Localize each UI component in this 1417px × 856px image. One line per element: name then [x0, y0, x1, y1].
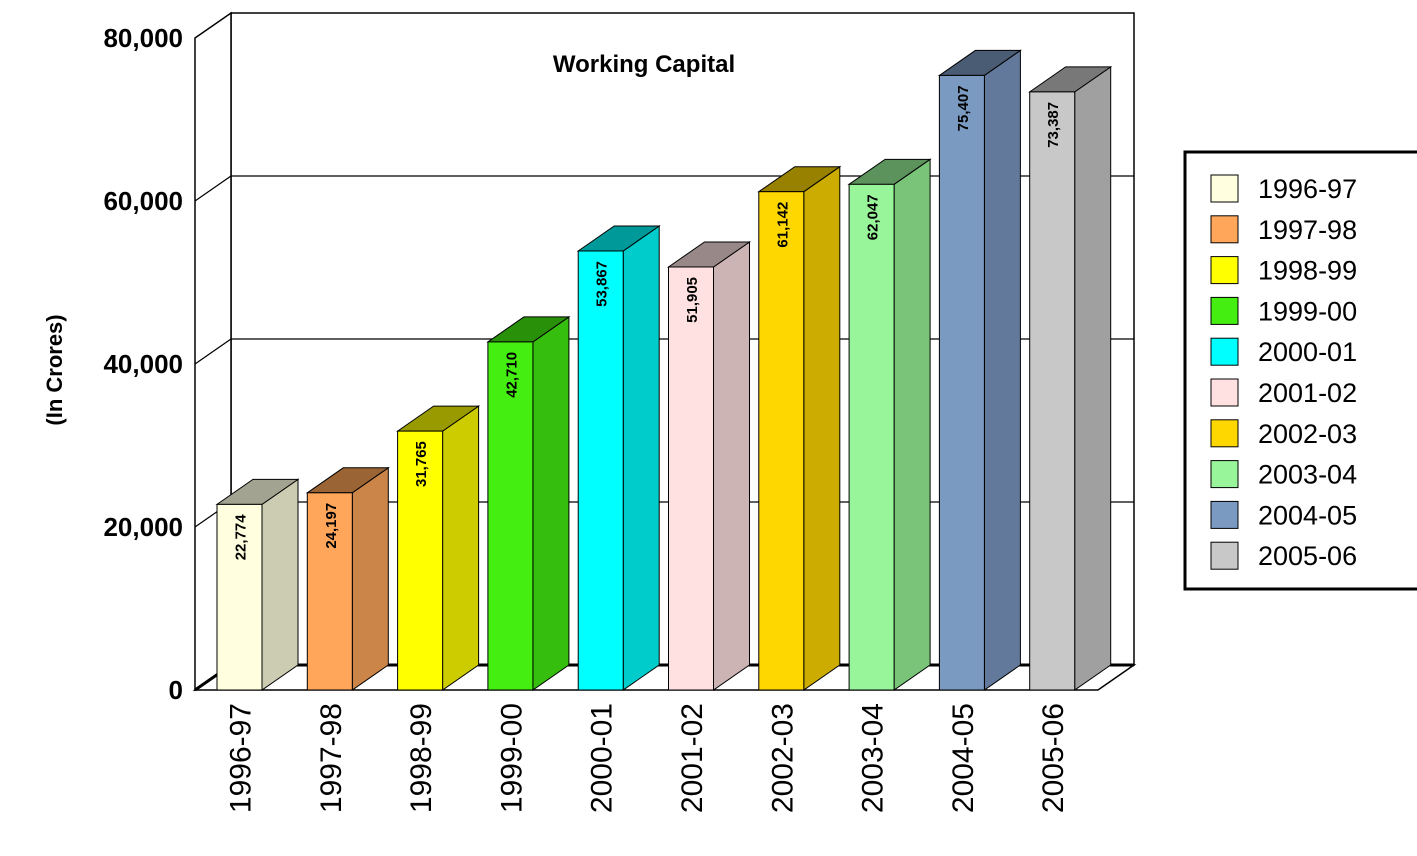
chart-title: Working Capital — [553, 51, 735, 78]
legend: 1996-97 1997-98 1998-99 1999-00 2000-01 2001-… — [1183, 150, 1417, 591]
legend-item: 2000-01 — [1210, 337, 1357, 367]
x-tick-label: 2003-04 — [857, 703, 890, 813]
y-tick-label: 60,000 — [103, 186, 183, 216]
bar-2005-06 — [1028, 65, 1113, 691]
legend-label: 2003-04 — [1258, 460, 1357, 490]
bar-1997-98 — [305, 466, 390, 691]
bar-side — [261, 478, 299, 691]
data-label: 42,710 — [503, 352, 520, 398]
y-tick-label: 40,000 — [103, 349, 183, 379]
bar-front — [397, 430, 444, 691]
y-tick-label: 80,000 — [103, 23, 183, 53]
legend-item: 2004-05 — [1210, 500, 1357, 530]
legend-swatch — [1210, 215, 1239, 244]
x-tick-label: 1999-00 — [495, 703, 528, 813]
legend-label: 1996-97 — [1258, 174, 1357, 204]
legend-label: 2000-01 — [1258, 337, 1357, 367]
y-axis-ticks: 0 20,000 40,000 60,000 80,000 — [103, 23, 183, 705]
legend-swatch — [1210, 378, 1239, 407]
bar-front — [938, 74, 985, 691]
bar-front — [1029, 91, 1076, 691]
x-tick-label: 1998-99 — [405, 703, 438, 813]
legend-label: 1998-99 — [1258, 256, 1357, 286]
legend-swatch — [1210, 500, 1239, 529]
legend-swatch — [1210, 337, 1239, 366]
bar-1998-99 — [396, 405, 481, 691]
bar-front — [487, 341, 534, 691]
data-label: 22,774 — [233, 514, 250, 561]
legend-item: 2002-03 — [1210, 419, 1357, 449]
x-axis-ticks: 1996-97 1997-98 1998-99 1999-00 2000-01 2001-… — [225, 703, 1071, 813]
x-tick-label: 2000-01 — [586, 703, 619, 813]
legend-label: 2001-02 — [1258, 378, 1357, 408]
legend-label: 2005-06 — [1258, 541, 1357, 571]
bar-side — [713, 241, 750, 691]
bar-side — [893, 158, 931, 691]
x-tick-label: 2005-06 — [1037, 703, 1070, 813]
bar-side — [532, 315, 570, 691]
data-label: 53,867 — [594, 261, 611, 307]
data-label: 75,407 — [955, 85, 972, 131]
data-label: 24,197 — [323, 503, 340, 549]
legend-item: 2003-04 — [1210, 460, 1357, 490]
bar-side — [622, 225, 660, 691]
bar-2003-04 — [847, 158, 932, 691]
legend-label: 1999-00 — [1258, 296, 1357, 326]
data-labels: 22,774 24,197 31,765 42,710 53,867 51,905 61,1… — [233, 85, 1063, 560]
bar-1999-00 — [486, 315, 571, 691]
data-label: 31,765 — [413, 441, 430, 487]
legend-swatch — [1210, 296, 1239, 325]
bar-front — [848, 183, 895, 691]
legend-label: 1997-98 — [1258, 215, 1357, 245]
legend-swatch — [1210, 541, 1239, 570]
legend-item: 1999-00 — [1210, 296, 1357, 326]
legend-item: 2005-06 — [1210, 541, 1357, 571]
y-tick-label: 0 — [169, 675, 183, 705]
legend-swatch — [1210, 460, 1239, 489]
bar-side — [351, 466, 389, 691]
legend-item: 1996-97 — [1210, 174, 1357, 204]
data-label: 61,142 — [774, 202, 791, 248]
bar-2000-01 — [576, 225, 661, 691]
bar-2002-03 — [757, 165, 842, 691]
data-label: 73,387 — [1045, 102, 1062, 148]
bar-front — [306, 492, 353, 691]
legend-label: 2004-05 — [1258, 500, 1357, 530]
legend-item: 1997-98 — [1210, 215, 1357, 245]
x-tick-label: 2004-05 — [947, 703, 980, 813]
legend-label: 2002-03 — [1258, 419, 1357, 449]
bar-side — [1074, 65, 1112, 691]
y-axis-label: (In Crores) — [42, 314, 67, 425]
bar-side — [803, 165, 841, 691]
bar-2004-05 — [937, 49, 1022, 691]
data-label: 62,047 — [865, 194, 882, 240]
bars — [215, 49, 1113, 691]
y-tick-label: 20,000 — [103, 512, 183, 542]
legend-item: 1998-99 — [1210, 256, 1357, 286]
bar-side — [983, 49, 1021, 691]
bar-front — [758, 191, 805, 691]
legend-swatch — [1210, 419, 1239, 448]
x-tick-label: 1996-97 — [225, 703, 258, 813]
bar-2001-02 — [666, 241, 752, 691]
legend-swatch — [1210, 256, 1239, 285]
bar-1996-97 — [215, 478, 300, 691]
x-tick-label: 1997-98 — [315, 703, 348, 813]
bar-side — [442, 405, 480, 691]
legend-item: 2001-02 — [1210, 378, 1357, 408]
legend-swatch — [1210, 174, 1239, 203]
x-tick-label: 2001-02 — [676, 703, 709, 813]
bar-front — [216, 503, 263, 691]
data-label: 51,905 — [684, 277, 701, 323]
bar-front — [577, 250, 624, 691]
bar-front — [668, 266, 714, 691]
x-tick-label: 2002-03 — [766, 703, 799, 813]
